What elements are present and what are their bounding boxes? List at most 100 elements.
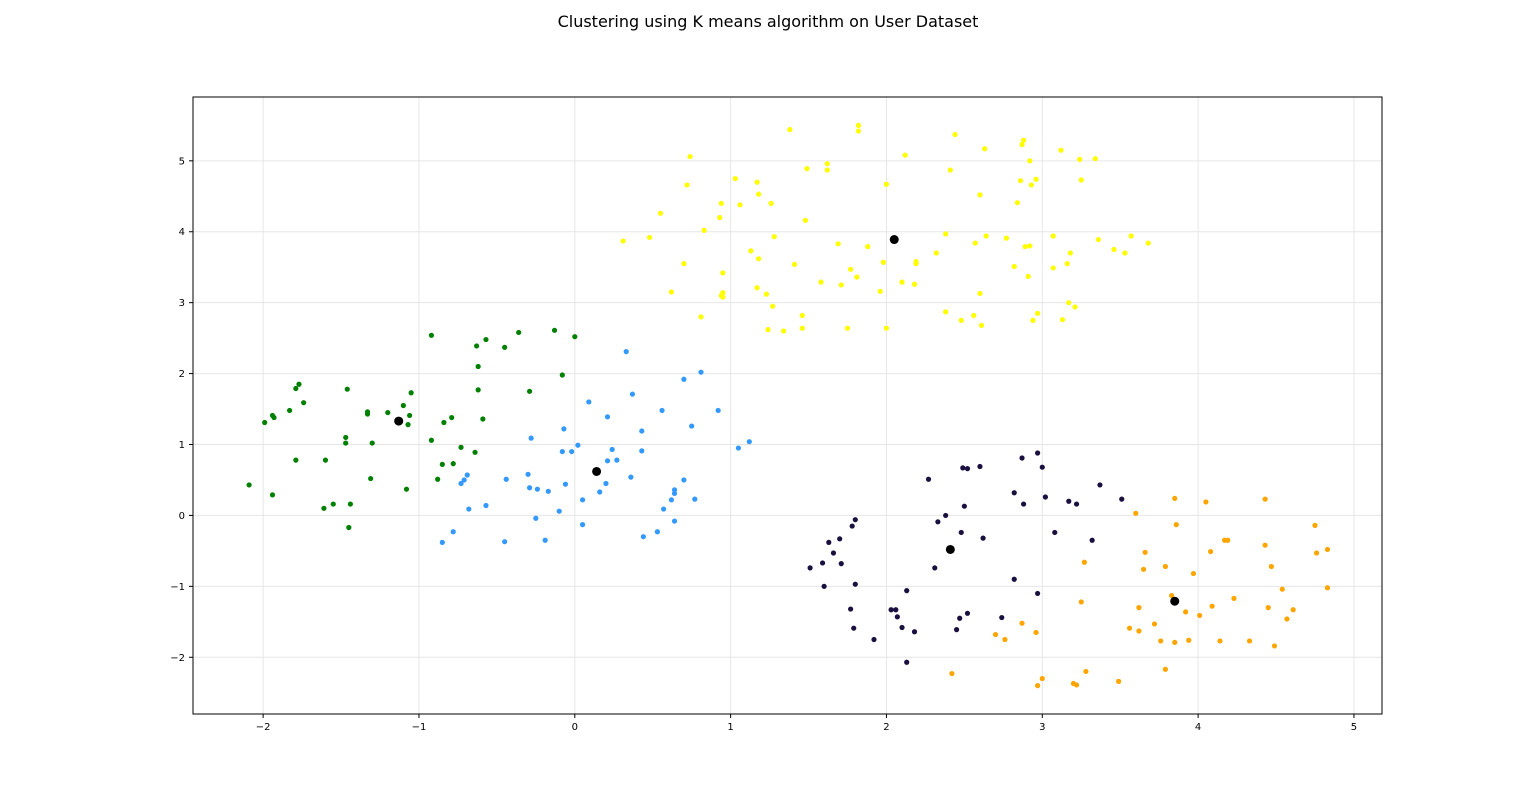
data-point xyxy=(1035,450,1041,456)
grid-lines xyxy=(193,97,1382,714)
data-point xyxy=(603,480,609,487)
data-point xyxy=(1158,638,1164,644)
data-point xyxy=(849,523,855,529)
data-point xyxy=(1035,590,1041,597)
data-point xyxy=(771,234,777,240)
data-point xyxy=(480,416,486,422)
data-point xyxy=(819,560,826,566)
data-point xyxy=(880,259,886,265)
data-point xyxy=(732,175,738,182)
data-point xyxy=(1183,609,1189,615)
data-point xyxy=(330,501,336,507)
data-point xyxy=(802,217,809,223)
data-point xyxy=(1078,599,1084,605)
data-point xyxy=(1019,455,1025,461)
data-point xyxy=(854,274,860,280)
data-point xyxy=(715,407,721,414)
data-point xyxy=(977,463,983,470)
data-point xyxy=(1059,317,1066,323)
data-point xyxy=(982,146,988,152)
data-point xyxy=(1078,177,1084,183)
data-point xyxy=(639,448,645,454)
data-point xyxy=(575,442,581,448)
data-point xyxy=(768,200,774,206)
data-point xyxy=(701,227,707,233)
data-point xyxy=(343,440,349,446)
data-point xyxy=(1209,603,1215,609)
data-point xyxy=(475,387,481,393)
data-point xyxy=(899,624,905,631)
data-point xyxy=(681,477,687,483)
data-point xyxy=(1081,559,1087,565)
data-point xyxy=(1268,563,1274,570)
data-point xyxy=(428,332,435,338)
data-point xyxy=(1225,537,1231,543)
data-point xyxy=(1324,585,1331,591)
data-point xyxy=(848,606,854,612)
data-point xyxy=(347,501,353,507)
data-point xyxy=(681,261,687,267)
data-point xyxy=(855,128,862,134)
data-point xyxy=(754,285,760,291)
data-point xyxy=(321,505,327,511)
x-tick-label: 5 xyxy=(1351,722,1357,733)
cluster-series-2 xyxy=(439,349,752,545)
data-point xyxy=(893,607,899,613)
data-point xyxy=(1072,304,1078,310)
data-point xyxy=(1052,529,1058,536)
data-point xyxy=(848,266,854,272)
data-point xyxy=(1172,639,1178,645)
data-point xyxy=(838,561,844,567)
data-point xyxy=(1014,200,1020,206)
data-point xyxy=(1035,683,1041,689)
y-tick-label: 0 xyxy=(179,511,185,522)
data-point xyxy=(609,446,615,453)
data-point xyxy=(461,477,467,483)
data-point xyxy=(765,327,771,333)
data-point xyxy=(668,289,675,295)
cluster-series-3 xyxy=(807,450,1125,665)
data-point xyxy=(830,550,837,556)
data-point xyxy=(687,153,693,160)
data-point xyxy=(904,588,910,594)
data-point xyxy=(450,461,456,467)
data-point xyxy=(855,122,862,128)
data-point xyxy=(1089,537,1095,543)
data-point xyxy=(475,363,481,370)
data-point xyxy=(1324,546,1331,553)
data-point xyxy=(545,488,551,494)
data-point xyxy=(838,282,844,288)
data-point xyxy=(735,445,742,451)
data-point xyxy=(1312,522,1318,528)
data-point xyxy=(947,167,953,173)
data-point xyxy=(659,407,665,414)
data-point xyxy=(1284,616,1290,622)
data-point xyxy=(1020,137,1027,143)
data-point xyxy=(1116,678,1122,684)
data-point xyxy=(1262,542,1268,548)
y-tick-label: 2 xyxy=(179,369,185,380)
data-point xyxy=(1231,595,1237,602)
data-point xyxy=(935,519,941,525)
data-point xyxy=(871,636,877,643)
data-point xyxy=(668,497,675,503)
data-point xyxy=(271,414,277,421)
data-point xyxy=(1151,621,1158,627)
data-point xyxy=(1019,141,1025,148)
data-point xyxy=(844,325,851,331)
data-point xyxy=(718,292,724,299)
data-point xyxy=(269,492,276,498)
data-point xyxy=(692,496,698,502)
data-point xyxy=(441,419,447,426)
centroid-point xyxy=(889,235,899,245)
data-point xyxy=(1169,592,1175,599)
data-point xyxy=(262,419,268,426)
data-point xyxy=(1190,570,1197,577)
data-point xyxy=(1092,156,1098,162)
data-point xyxy=(799,312,805,319)
data-point xyxy=(977,290,983,297)
x-tick-label: −2 xyxy=(256,722,271,733)
data-point xyxy=(604,414,611,420)
data-point xyxy=(821,583,827,589)
data-point xyxy=(586,399,592,405)
